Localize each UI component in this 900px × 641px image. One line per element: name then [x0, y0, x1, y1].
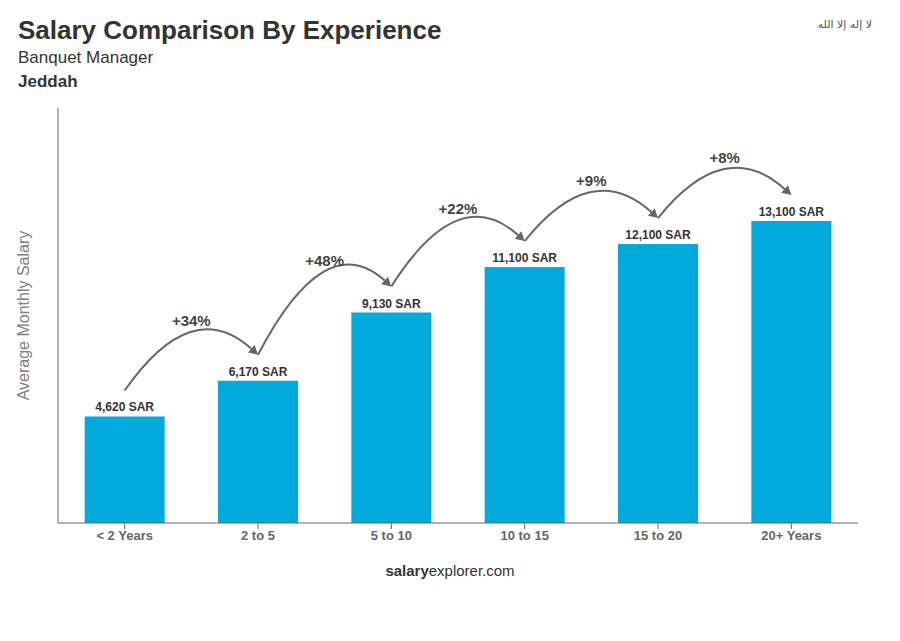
html-text:salary explorer.com: salary explorer.com [385, 562, 515, 579]
svg-text:12,100 SAR: 12,100 SAR [625, 228, 691, 242]
html-text:Salary Comparison By Experienc: Salary Comparison By Experience [18, 15, 442, 45]
svg-text:+34%: +34% [172, 312, 211, 329]
svg-text:+48%: +48% [305, 252, 344, 269]
svg-text:6,170 SAR: 6,170 SAR [229, 365, 288, 379]
svg-text:2 to 5: 2 to 5 [241, 528, 275, 543]
svg-text:15 to 20: 15 to 20 [634, 528, 682, 543]
svg-text:+22%: +22% [439, 200, 478, 217]
svg-text:< 2 Years: < 2 Years [96, 528, 153, 543]
svg-text:11,100 SAR: 11,100 SAR [492, 251, 557, 265]
svg-text:Average Monthly Salary: Average Monthly Salary [15, 231, 32, 401]
svg-text:5 to 10: 5 to 10 [371, 528, 412, 543]
svg-text:9,130 SAR: 9,130 SAR [362, 297, 421, 311]
svg-text:10 to 15: 10 to 15 [500, 528, 548, 543]
svg-text:+8%: +8% [709, 149, 739, 166]
svg-text:+9%: +9% [576, 172, 606, 189]
svg-text:13,100 SAR: 13,100 SAR [759, 205, 825, 219]
svg-text:4,620 SAR: 4,620 SAR [95, 400, 154, 414]
html-text:Jeddah: Jeddah [18, 72, 78, 91]
html-text:Banquet Manager: Banquet Manager [18, 48, 154, 67]
svg-text:20+ Years: 20+ Years [761, 528, 821, 543]
html-text:لا إله إلا الله: لا إله إلا الله [817, 18, 872, 31]
